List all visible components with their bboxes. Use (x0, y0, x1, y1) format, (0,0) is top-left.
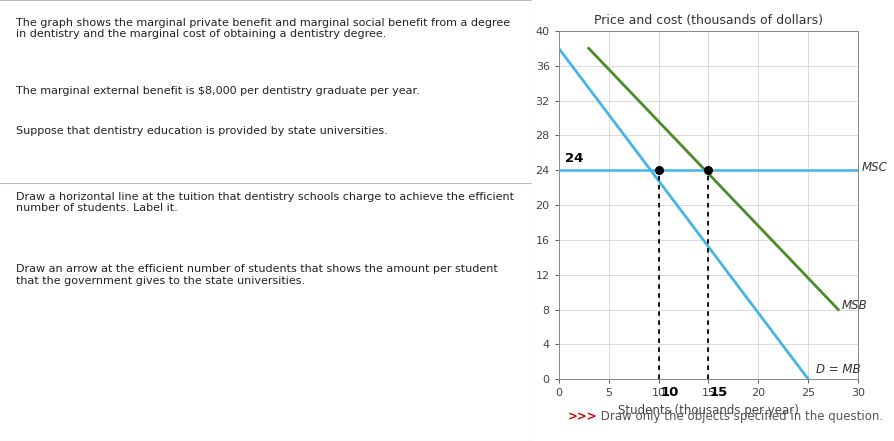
Text: MSB: MSB (841, 299, 867, 312)
Text: 24: 24 (565, 152, 583, 165)
Text: MSC: MSC (861, 161, 887, 174)
Text: Draw an arrow at the efficient number of students that shows the amount per stud: Draw an arrow at the efficient number of… (16, 264, 498, 286)
Text: D = MB: D = MB (816, 363, 861, 376)
Text: Draw only the objects specified in the question.: Draw only the objects specified in the q… (597, 410, 883, 423)
Text: Suppose that dentistry education is provided by state universities.: Suppose that dentistry education is prov… (16, 126, 388, 136)
Text: >>>: >>> (568, 410, 597, 423)
Title: Price and cost (thousands of dollars): Price and cost (thousands of dollars) (594, 14, 823, 27)
Text: The marginal external benefit is $8,000 per dentistry graduate per year.: The marginal external benefit is $8,000 … (16, 86, 419, 96)
Text: 15: 15 (710, 386, 729, 399)
X-axis label: Students (thousands per year): Students (thousands per year) (618, 404, 799, 417)
Text: Draw a horizontal line at the tuition that dentistry schools charge to achieve t: Draw a horizontal line at the tuition th… (16, 192, 514, 213)
Text: The graph shows the marginal private benefit and marginal social benefit from a : The graph shows the marginal private ben… (16, 18, 510, 39)
Text: 10: 10 (660, 386, 679, 399)
